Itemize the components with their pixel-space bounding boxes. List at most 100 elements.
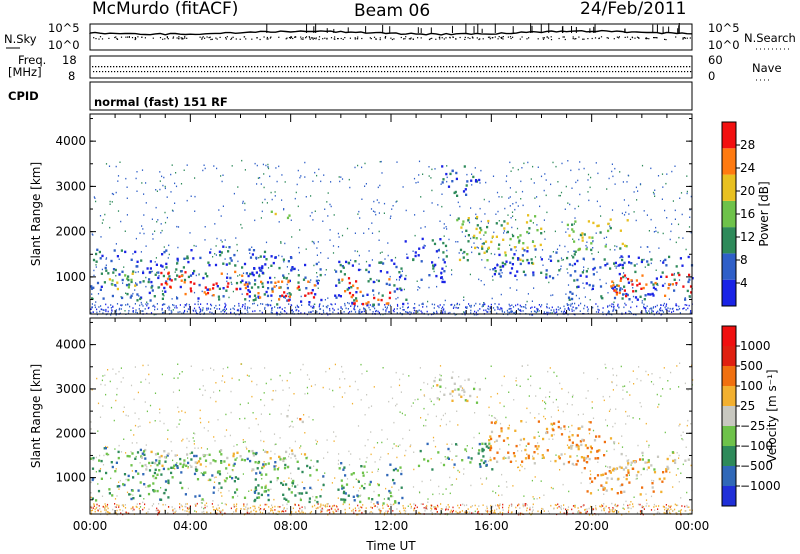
echo-cell	[244, 298, 247, 301]
ground-scatter-point	[172, 508, 174, 511]
noise-point	[625, 455, 627, 457]
freq-point	[260, 66, 262, 68]
noise-point	[373, 490, 375, 493]
noise-point	[445, 226, 447, 228]
echo-cell	[567, 296, 571, 299]
freq-point	[371, 66, 373, 68]
ground-scatter-point	[426, 305, 428, 308]
noise-point	[90, 428, 92, 430]
echo-cell	[230, 259, 233, 262]
nave-point	[582, 71, 584, 73]
noise-point	[451, 273, 453, 276]
nave-point	[111, 71, 113, 73]
noise-point	[364, 444, 366, 447]
noise-point	[306, 374, 309, 376]
ground-scatter-point	[295, 511, 297, 513]
ground-scatter-point	[304, 506, 306, 509]
noise-point	[376, 506, 378, 508]
ground-scatter-point	[659, 512, 661, 514]
ground-scatter-point	[240, 508, 242, 510]
nave-point	[531, 71, 533, 73]
nsearch-point	[510, 37, 512, 40]
ground-scatter-point	[498, 507, 500, 510]
ground-scatter-point	[643, 303, 645, 306]
echo-cell	[248, 290, 251, 293]
nave-point	[618, 71, 620, 73]
ground-scatter-point	[554, 312, 556, 314]
echo-cell	[646, 260, 649, 263]
nsearch-point	[256, 37, 258, 39]
nave-point	[285, 71, 287, 73]
echo-cell	[218, 482, 221, 485]
noise-point	[580, 511, 582, 514]
nsearch-point	[563, 36, 565, 38]
echo-cell	[104, 266, 107, 270]
ground-scatter-point	[270, 304, 272, 307]
ground-scatter-point	[172, 509, 174, 512]
noise-point	[684, 297, 686, 299]
noise-point	[557, 409, 559, 412]
noise-point	[571, 396, 574, 398]
noise-point	[530, 384, 532, 387]
freq-point	[545, 66, 547, 68]
ground-scatter-point	[243, 505, 245, 507]
ground-scatter-point	[394, 513, 396, 516]
noise-point	[616, 374, 618, 377]
noise-point	[221, 241, 223, 243]
nave-point	[207, 71, 209, 73]
nsearch-point	[166, 36, 168, 38]
noise-point	[655, 230, 657, 232]
noise-point	[543, 415, 545, 418]
ground-scatter-point	[511, 503, 513, 506]
echo-cell	[510, 267, 514, 270]
noise-point	[423, 381, 425, 384]
noise-point	[653, 193, 655, 195]
noise-point	[540, 256, 542, 258]
nsearch-point	[167, 38, 169, 40]
power-panel-bg	[90, 114, 692, 314]
noise-point	[262, 449, 264, 451]
echo-cell	[338, 281, 341, 284]
freq-point	[503, 66, 505, 68]
echo-cell	[248, 295, 251, 298]
nave-point	[96, 71, 98, 73]
nsearch-point	[95, 38, 97, 40]
noise-point	[681, 438, 683, 440]
nsearch-point	[369, 37, 371, 39]
echo-cell	[261, 282, 264, 285]
nave-point	[603, 71, 605, 73]
nave-point	[576, 71, 578, 73]
noise-point	[316, 440, 318, 443]
ground-scatter-point	[644, 307, 646, 309]
ground-scatter-point	[125, 511, 127, 514]
noise-point	[430, 458, 432, 460]
ground-scatter-point	[170, 312, 172, 315]
echo-cell	[216, 285, 219, 288]
echo-cell	[420, 278, 423, 281]
ground-scatter-point	[607, 312, 609, 314]
ground-scatter-point	[498, 506, 500, 508]
echo-cell	[467, 217, 470, 220]
echo-cell	[220, 486, 223, 489]
nsearch-point	[431, 37, 433, 39]
noise-point	[498, 494, 500, 497]
noise-point	[337, 497, 339, 499]
noise-point	[526, 504, 528, 506]
ground-scatter-point	[406, 311, 408, 313]
ground-scatter-point	[494, 309, 496, 311]
echo-cell	[606, 262, 609, 265]
noise-point	[413, 468, 415, 471]
noise-point	[381, 441, 383, 444]
ground-scatter-point	[344, 508, 346, 511]
echo-cell	[615, 291, 619, 294]
freq-point	[509, 66, 511, 68]
nave-point	[174, 71, 176, 73]
echo-cell	[249, 272, 252, 276]
echo-cell	[362, 302, 365, 306]
nave-point	[339, 71, 341, 73]
nsearch-point	[210, 38, 212, 41]
ground-scatter-point	[421, 303, 423, 305]
noise-point	[444, 312, 446, 314]
ground-scatter-point	[651, 308, 653, 310]
noise-point	[487, 460, 490, 462]
